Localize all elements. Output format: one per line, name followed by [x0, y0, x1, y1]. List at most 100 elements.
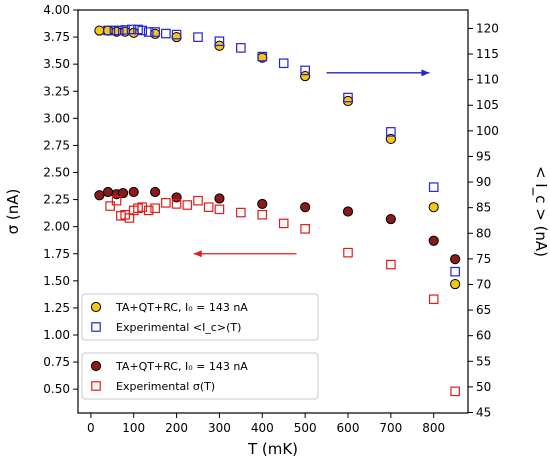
data-point [103, 25, 113, 36]
data-point [428, 182, 439, 192]
data-point [257, 209, 268, 220]
data-point [171, 199, 182, 209]
legend-marker [90, 360, 102, 372]
data-point [143, 205, 154, 216]
data-point [343, 92, 353, 103]
y-right-tick-label: 90 [476, 175, 491, 189]
arrow-right [326, 69, 430, 77]
data-point [386, 127, 396, 137]
legend-box [81, 293, 319, 341]
y-left-tick-label: 2.75 [43, 138, 70, 152]
y-left-tick-label: 1.50 [43, 274, 70, 288]
data-point [113, 25, 124, 36]
y-right-tick-label: 95 [476, 149, 491, 163]
data-point [193, 32, 203, 42]
data-point [105, 201, 115, 211]
data-point [137, 202, 148, 212]
data-point [236, 43, 246, 53]
data-point [300, 70, 311, 82]
data-point [214, 193, 225, 204]
data-point [94, 25, 105, 36]
legend-label: TA+QT+RC, I₀ = 143 nA [115, 301, 248, 314]
y-left-tick-label: 2.25 [43, 193, 70, 207]
data-point [150, 186, 161, 198]
data-point [450, 278, 461, 290]
legend-marker [91, 322, 101, 332]
data-point [385, 213, 396, 225]
data-point [102, 25, 114, 36]
y-right-tick-label: 70 [476, 277, 491, 291]
y-left-tick-label: 4.00 [43, 3, 70, 17]
data-point [343, 247, 353, 258]
data-point [278, 218, 289, 229]
data-point [171, 29, 182, 40]
y-left-tick-label: 0.50 [43, 382, 70, 396]
y-left-tick-label: 2.00 [43, 220, 70, 234]
x-tick-label: 600 [337, 421, 360, 435]
x-tick-label: 200 [165, 421, 188, 435]
y-right-tick-label: 65 [476, 303, 491, 317]
data-point [161, 198, 171, 208]
y-right-tick-label: 120 [476, 21, 499, 35]
y-right-tick-label: 60 [476, 329, 491, 343]
y-left-tick-label: 1.25 [43, 301, 70, 315]
y-left-tick-label: 0.75 [43, 355, 70, 369]
data-point [111, 195, 122, 206]
y-axis-left: 0.50 0.75 1.00 1.25 1.50 1.75 2.00 2.25 2.50 2.75… [43, 3, 78, 396]
annotation-arrows [193, 69, 430, 258]
legend-box [81, 352, 319, 400]
data-point [278, 58, 289, 69]
data-point [214, 204, 225, 215]
series-2 [94, 186, 461, 265]
legend-1: TA+QT+RC, I₀ = 143 nA Experimental <I_c>(… [81, 293, 319, 341]
y-right-tick-label: 105 [476, 98, 499, 112]
data-point [120, 25, 130, 35]
series-0 [94, 25, 461, 290]
x-tick-label: 400 [251, 421, 274, 435]
data-point [150, 27, 160, 37]
legends: TA+QT+RC, I₀ = 143 nA Experimental <I_c>(… [81, 293, 319, 400]
legend-marker [91, 381, 101, 391]
x-tick-label: 800 [422, 421, 445, 435]
plot-frame [77, 9, 469, 414]
data-point [161, 28, 171, 39]
data-point [342, 206, 354, 217]
y-left-tick-label: 3.25 [43, 84, 70, 98]
y-right-tick-label: 100 [476, 124, 499, 138]
y-left-tick-label: 3.00 [43, 111, 70, 125]
x-tick-label: 500 [294, 421, 317, 435]
x-tick-label: 300 [208, 421, 231, 435]
data-point [203, 202, 214, 212]
data-point [102, 186, 114, 198]
data-point [193, 195, 203, 206]
y-axis-right-label: < I_c > (nA) [531, 166, 550, 257]
x-tick-label: 700 [379, 421, 402, 435]
plot-area [77, 9, 469, 414]
data-point [143, 27, 154, 37]
legend-label: Experimental <I_c>(T) [116, 321, 241, 334]
data-point [150, 203, 160, 214]
y-axis-right: 45 50 55 60 65 70 75 80 85 90 95 100 105 110 115 120 [468, 21, 499, 419]
data-point [94, 190, 105, 201]
series-1 [103, 24, 460, 277]
x-axis: 0 100 200 300 400 500 600 700 800 [87, 413, 445, 435]
data-point [126, 24, 137, 35]
data-point [236, 207, 246, 218]
y-right-tick-label: 75 [476, 252, 491, 266]
y-right-tick-label: 110 [476, 73, 499, 87]
x-tick-label: 0 [87, 421, 95, 435]
x-tick-label: 100 [122, 421, 145, 435]
data-point [214, 36, 225, 47]
y-left-tick-label: 1.00 [43, 328, 70, 342]
data-point [117, 187, 129, 199]
data-point [300, 224, 310, 234]
y-left-tick-label: 3.75 [43, 30, 70, 44]
legend-label: TA+QT+RC, I₀ = 143 nA [115, 360, 248, 373]
data-point [150, 28, 161, 39]
x-axis-label: T (mK) [247, 440, 298, 458]
legend-2: TA+QT+RC, I₀ = 143 nA Experimental σ(T) [81, 352, 319, 400]
data-point [182, 200, 193, 210]
arrow-head [193, 250, 202, 258]
data-point [171, 192, 182, 203]
